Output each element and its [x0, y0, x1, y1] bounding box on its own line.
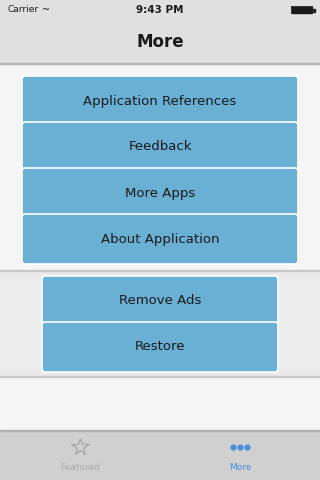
Bar	[0, 376, 320, 377]
Text: Carrier: Carrier	[7, 5, 38, 14]
Text: Application References: Application References	[84, 95, 236, 108]
Text: Restore: Restore	[135, 340, 185, 353]
FancyBboxPatch shape	[42, 276, 278, 326]
Bar	[0, 0, 320, 20]
Text: More: More	[136, 33, 184, 51]
Bar	[0, 431, 320, 480]
Bar	[292, 7, 312, 13]
FancyBboxPatch shape	[22, 122, 298, 172]
Bar	[0, 270, 320, 271]
Bar	[0, 271, 320, 377]
Text: More: More	[229, 464, 251, 472]
Text: Remove Ads: Remove Ads	[119, 295, 201, 308]
Bar	[292, 7, 312, 13]
FancyBboxPatch shape	[22, 168, 298, 218]
FancyBboxPatch shape	[42, 322, 278, 372]
FancyBboxPatch shape	[22, 76, 298, 126]
Bar	[313, 9, 315, 12]
Bar	[291, 6, 313, 14]
Text: ~: ~	[42, 5, 50, 15]
Bar	[0, 63, 320, 64]
Text: Feedback: Feedback	[128, 141, 192, 154]
Text: About Application: About Application	[101, 232, 219, 245]
Bar	[0, 20, 320, 64]
Text: Featured: Featured	[60, 464, 100, 472]
FancyBboxPatch shape	[22, 214, 298, 264]
Text: 9:43 PM: 9:43 PM	[136, 5, 184, 15]
Bar	[0, 430, 320, 431]
Text: More Apps: More Apps	[125, 187, 195, 200]
